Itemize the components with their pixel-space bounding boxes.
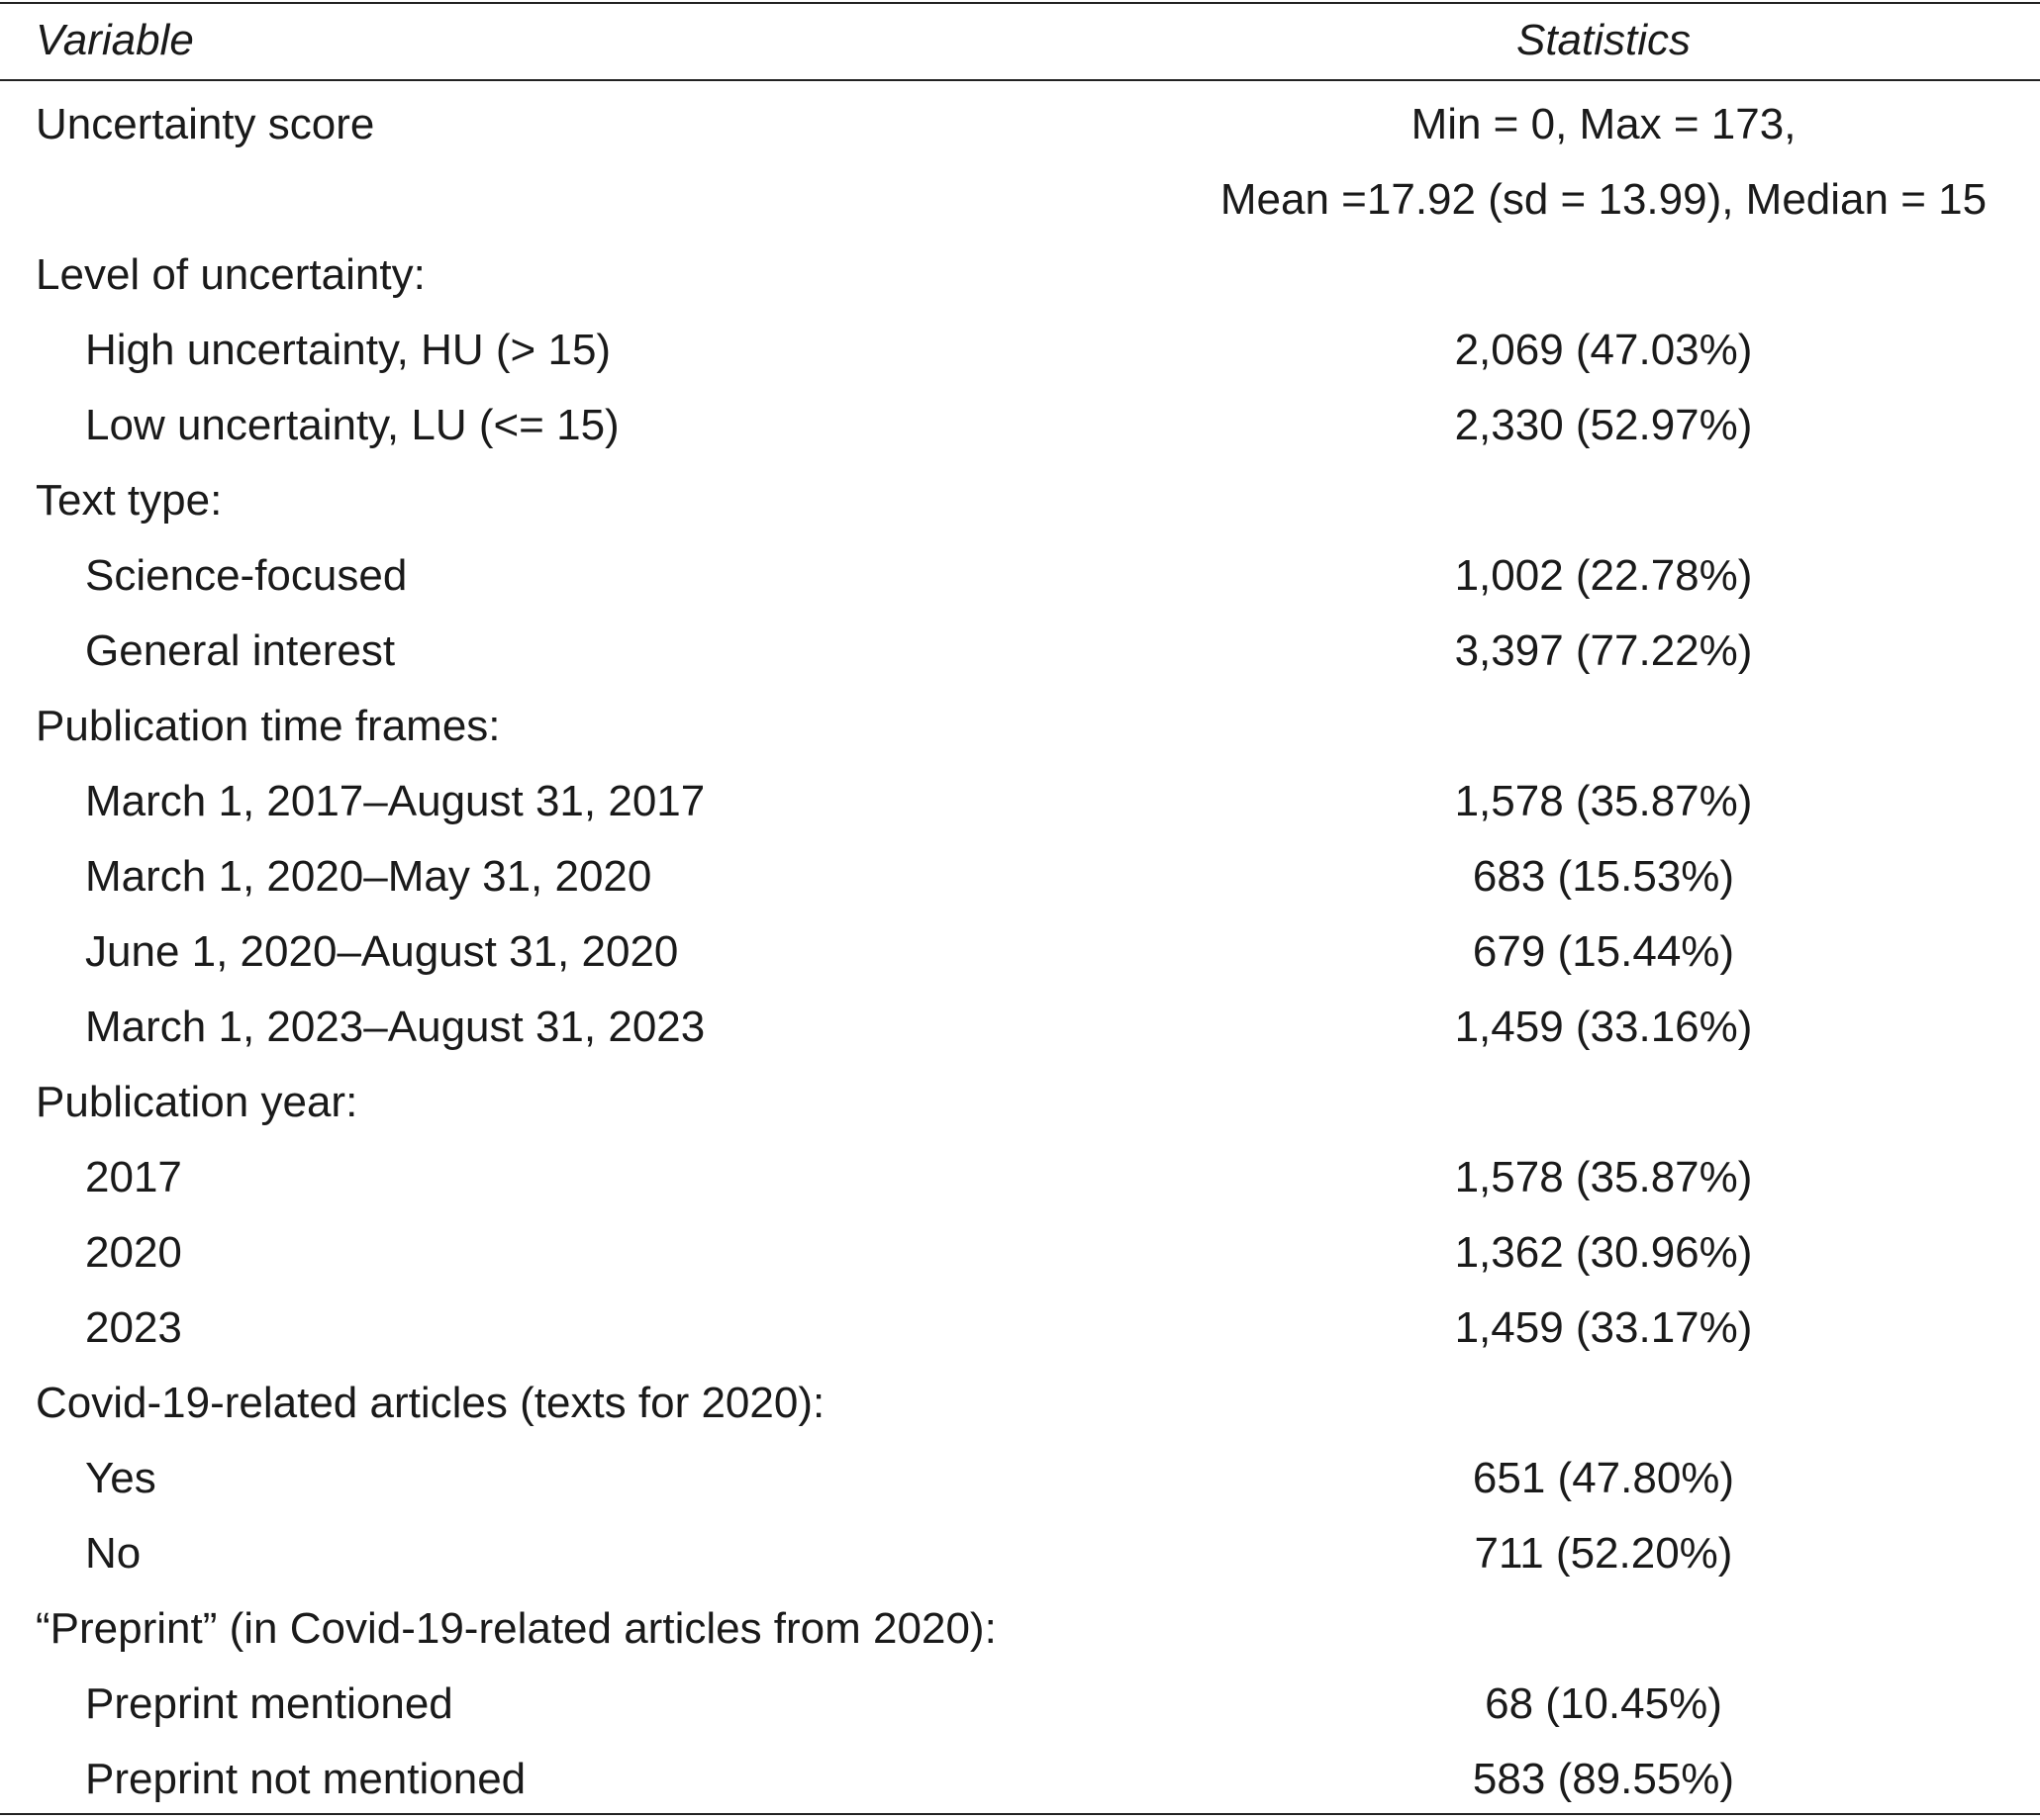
table-row: Mean =17.92 (sd = 13.99), Median = 15: [0, 162, 2040, 238]
table-row: High uncertainty, HU (> 15) 2,069 (47.03%…: [0, 313, 2040, 388]
table-row: Yes 651 (47.80%): [0, 1441, 2040, 1516]
row-value: 1,362 (30.96%): [1454, 1228, 1753, 1277]
table-row: Low uncertainty, LU (<= 15) 2,330 (52.97%…: [0, 388, 2040, 463]
table-row: March 1, 2017–August 31, 2017 1,578 (35.8…: [0, 764, 2040, 839]
row-label: No: [85, 1529, 142, 1578]
table-row: Publication time frames:: [0, 689, 2040, 764]
row-label: June 1, 2020–August 31, 2020: [85, 927, 679, 976]
bottom-rule: [0, 1813, 2040, 1815]
table-row: June 1, 2020–August 31, 2020 679 (15.44%): [0, 914, 2040, 990]
row-value: Min = 0, Max = 173,: [1410, 100, 1797, 148]
row-label: Preprint mentioned: [85, 1679, 453, 1728]
top-rule: [0, 2, 2040, 4]
row-value: Mean =17.92 (sd = 13.99), Median = 15: [1219, 175, 1988, 224]
row-value: 683 (15.53%): [1472, 852, 1735, 901]
table-row: March 1, 2023–August 31, 2023 1,459 (33.1…: [0, 990, 2040, 1065]
table-row: No 711 (52.20%): [0, 1516, 2040, 1591]
row-value: 1,002 (22.78%): [1454, 551, 1753, 600]
table-row: Text type:: [0, 463, 2040, 538]
table-row: March 1, 2020–May 31, 2020 683 (15.53%): [0, 839, 2040, 914]
row-label: Uncertainty score: [36, 100, 375, 148]
row-label: March 1, 2023–August 31, 2023: [85, 1003, 706, 1051]
table-row: 2017 1,578 (35.87%): [0, 1140, 2040, 1215]
row-label: March 1, 2020–May 31, 2020: [85, 852, 652, 901]
row-value: 1,578 (35.87%): [1454, 1153, 1753, 1201]
row-label: 2023: [85, 1303, 182, 1352]
row-label: 2017: [85, 1153, 182, 1201]
table-row: 2023 1,459 (33.17%): [0, 1291, 2040, 1366]
row-value: 583 (89.55%): [1472, 1755, 1735, 1803]
column-header-statistics: Statistics: [1515, 16, 1692, 64]
table-row: Preprint mentioned 68 (10.45%): [0, 1667, 2040, 1742]
row-label: Text type:: [36, 476, 223, 525]
table-row: Publication year:: [0, 1065, 2040, 1140]
row-label: Preprint not mentioned: [85, 1755, 527, 1803]
row-value: 2,330 (52.97%): [1454, 401, 1753, 449]
table-row: Uncertainty score Min = 0, Max = 173,: [0, 87, 2040, 162]
row-label: Publication year:: [36, 1078, 358, 1126]
row-label: Yes: [85, 1454, 156, 1502]
row-value: 651 (47.80%): [1472, 1454, 1735, 1502]
table-row: Level of uncertainty:: [0, 238, 2040, 313]
row-value: 711 (52.20%): [1474, 1529, 1733, 1578]
row-label: “Preprint” (in Covid-19-related articles…: [36, 1604, 997, 1653]
row-value: 2,069 (47.03%): [1454, 326, 1753, 374]
row-value: 1,459 (33.17%): [1454, 1303, 1753, 1352]
row-label: Covid-19-related articles (texts for 202…: [36, 1379, 826, 1427]
header-rule: [0, 79, 2040, 81]
row-label: 2020: [85, 1228, 182, 1277]
table-row: Science-focused 1,002 (22.78%): [0, 538, 2040, 614]
row-value: 3,397 (77.22%): [1454, 626, 1753, 675]
table-row: “Preprint” (in Covid-19-related articles…: [0, 1591, 2040, 1667]
row-value: 1,578 (35.87%): [1454, 777, 1753, 825]
row-label: High uncertainty, HU (> 15): [85, 326, 612, 374]
row-label: Low uncertainty, LU (<= 15): [85, 401, 620, 449]
table-row: 2020 1,362 (30.96%): [0, 1215, 2040, 1291]
table-row: General interest 3,397 (77.22%): [0, 614, 2040, 689]
row-label: March 1, 2017–August 31, 2017: [85, 777, 706, 825]
row-label: Science-focused: [85, 551, 408, 600]
row-value: 679 (15.44%): [1472, 927, 1735, 976]
column-header-variable: Variable: [36, 16, 194, 64]
row-value: 1,459 (33.16%): [1454, 1003, 1753, 1051]
table-row: Covid-19-related articles (texts for 202…: [0, 1366, 2040, 1441]
row-label: General interest: [85, 626, 396, 675]
row-value: 68 (10.45%): [1485, 1679, 1722, 1728]
row-label: Publication time frames:: [36, 702, 501, 750]
table-body: Uncertainty score Min = 0, Max = 173, Mean…: [0, 87, 2040, 1817]
table-row: Preprint not mentioned 583 (89.55%): [0, 1742, 2040, 1817]
row-label: Level of uncertainty:: [36, 250, 426, 299]
